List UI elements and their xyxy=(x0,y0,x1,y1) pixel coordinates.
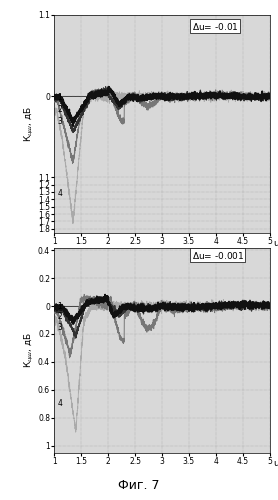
Text: Фиг. 7: Фиг. 7 xyxy=(118,479,160,492)
Y-axis label: К$_{цш}$, дБ: К$_{цш}$, дБ xyxy=(23,332,35,368)
Text: $\Delta$u= -0.001: $\Delta$u= -0.001 xyxy=(192,250,244,260)
Text: 1: 1 xyxy=(58,302,62,311)
Text: 1: 1 xyxy=(58,93,62,102)
Y-axis label: К$_{цш}$, дБ: К$_{цш}$, дБ xyxy=(23,106,35,142)
Text: 4: 4 xyxy=(58,400,62,408)
Text: $\Delta$u= -0.01: $\Delta$u= -0.01 xyxy=(192,20,238,32)
Text: 3: 3 xyxy=(58,117,62,126)
X-axis label: u: u xyxy=(273,458,278,468)
Text: 4: 4 xyxy=(58,188,62,198)
X-axis label: u: u xyxy=(273,239,278,248)
Text: 3: 3 xyxy=(58,323,62,332)
Text: 2: 2 xyxy=(58,312,62,320)
Text: 2: 2 xyxy=(58,106,62,114)
